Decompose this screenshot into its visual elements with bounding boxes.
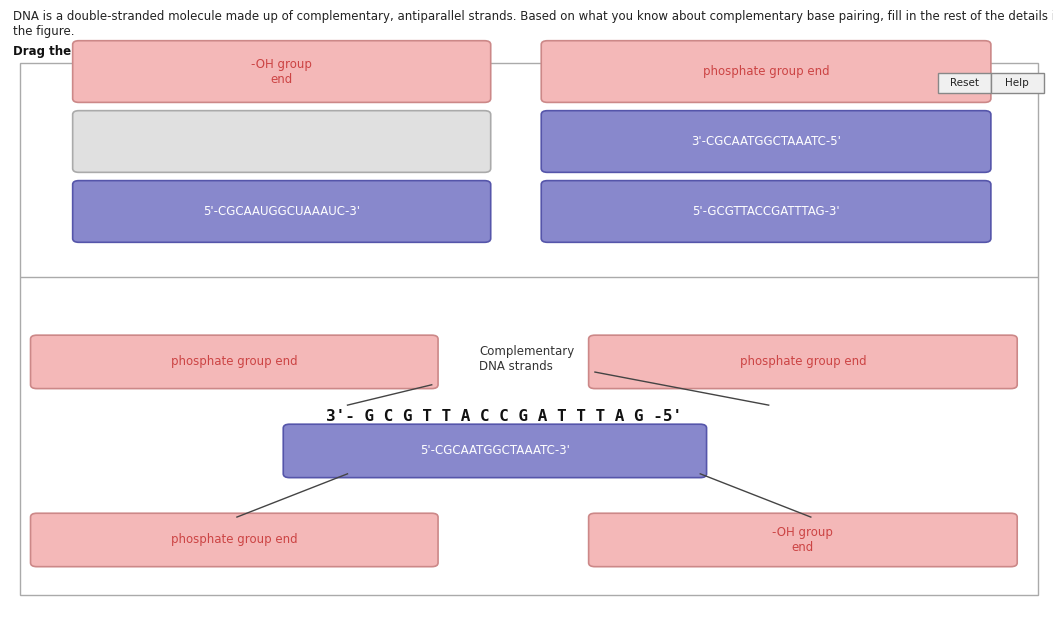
FancyBboxPatch shape <box>73 41 491 102</box>
FancyBboxPatch shape <box>31 335 438 389</box>
Text: Help: Help <box>1006 78 1029 88</box>
FancyBboxPatch shape <box>589 513 1017 567</box>
FancyBboxPatch shape <box>541 41 991 102</box>
FancyBboxPatch shape <box>938 73 991 93</box>
Text: Complementary
DNA strands: Complementary DNA strands <box>479 345 574 373</box>
Text: phosphate group end: phosphate group end <box>739 356 867 368</box>
Text: phosphate group end: phosphate group end <box>171 356 298 368</box>
FancyBboxPatch shape <box>991 73 1044 93</box>
Text: -OH group
end: -OH group end <box>252 57 312 86</box>
Text: 5'-CGCAATGGCTAAATC-3': 5'-CGCAATGGCTAAATC-3' <box>420 445 570 457</box>
FancyBboxPatch shape <box>541 181 991 242</box>
FancyBboxPatch shape <box>31 513 438 567</box>
FancyBboxPatch shape <box>20 63 1038 595</box>
Text: phosphate group end: phosphate group end <box>702 65 830 78</box>
Text: 3'- G C G T T A C C G A T T T A G -5': 3'- G C G T T A C C G A T T T A G -5' <box>326 409 682 424</box>
FancyBboxPatch shape <box>73 181 491 242</box>
Text: 5'-GCGTTACCGATTTAG-3': 5'-GCGTTACCGATTTAG-3' <box>692 205 840 218</box>
Text: Reset: Reset <box>950 78 979 88</box>
FancyBboxPatch shape <box>589 335 1017 389</box>
Text: phosphate group end: phosphate group end <box>171 534 298 546</box>
Text: the figure.: the figure. <box>13 25 74 38</box>
Text: DNA is a double-stranded molecule made up of complementary, antiparallel strands: DNA is a double-stranded molecule made u… <box>13 10 1053 22</box>
Text: Drag the labels to their correct positions.: Drag the labels to their correct positio… <box>13 45 289 57</box>
FancyBboxPatch shape <box>73 111 491 172</box>
Text: 5'-CGCAAUGGCUAAAUC-3': 5'-CGCAAUGGCUAAAUC-3' <box>203 205 360 218</box>
FancyBboxPatch shape <box>283 424 707 478</box>
FancyBboxPatch shape <box>541 111 991 172</box>
Text: -OH group
end: -OH group end <box>773 526 833 554</box>
Text: 3'-CGCAATGGCTAAATC-5': 3'-CGCAATGGCTAAATC-5' <box>691 135 841 148</box>
